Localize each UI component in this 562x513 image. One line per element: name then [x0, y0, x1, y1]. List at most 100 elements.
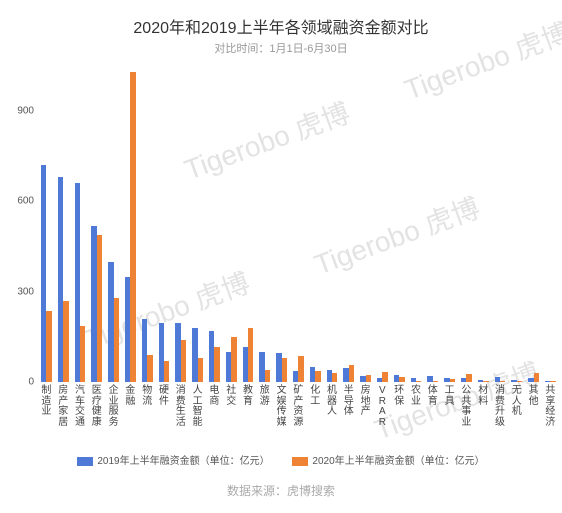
bar — [332, 373, 337, 382]
bar-group — [240, 66, 257, 382]
bar — [114, 298, 119, 382]
bar-group — [391, 66, 408, 382]
y-tick: 600 — [4, 196, 34, 207]
x-tick-label: 共享经济 — [543, 386, 557, 428]
legend-item-2019: 2019年上半年融资金额（单位：亿元） — [77, 452, 269, 467]
x-tick-label: 企业服务 — [107, 386, 121, 428]
bar-group — [525, 66, 542, 382]
x-tick-label: VRAR — [375, 386, 389, 428]
x-tick-label: 矿产资源 — [291, 386, 305, 428]
x-tick-label: 其他 — [527, 386, 541, 407]
bar-group — [223, 66, 240, 382]
x-tick-label: 物流 — [140, 386, 154, 407]
bar-group — [374, 66, 391, 382]
chart-subtitle: 对比时间：1月1日-6月30日 — [0, 38, 562, 56]
bar-group — [206, 66, 223, 382]
bar-group — [441, 66, 458, 382]
x-tick-label: 医疗健康 — [90, 386, 104, 428]
bar — [500, 381, 505, 382]
bar-group — [508, 66, 525, 382]
bar — [298, 356, 303, 382]
bar-group — [88, 66, 105, 382]
bar-group — [357, 66, 374, 382]
bar-group — [172, 66, 189, 382]
x-tick-label: 无人机 — [510, 386, 524, 418]
bar-group — [156, 66, 173, 382]
x-tick-label: 电商 — [207, 386, 221, 407]
x-tick-label: 文娱传媒 — [275, 386, 289, 428]
bar-group — [340, 66, 357, 382]
x-tick-label: 房产家居 — [56, 386, 70, 428]
bar-group — [290, 66, 307, 382]
bar-group — [189, 66, 206, 382]
bar — [265, 370, 270, 382]
bar — [550, 381, 555, 382]
bar — [282, 358, 287, 382]
bar — [214, 347, 219, 382]
bar-group — [307, 66, 324, 382]
legend-label-2019: 2019年上半年融资金额（单位：亿元） — [97, 456, 269, 467]
y-tick: 0 — [4, 377, 34, 388]
x-tick-label: 制造业 — [39, 386, 53, 418]
x-tick-label: 社交 — [224, 386, 238, 407]
bar-group — [542, 66, 559, 382]
legend-swatch-2020 — [292, 457, 308, 466]
x-tick-label: 环保 — [392, 386, 406, 407]
x-tick-label: 汽车交通 — [73, 386, 87, 428]
y-tick: 900 — [4, 106, 34, 117]
bar — [483, 381, 488, 382]
bar — [450, 379, 455, 382]
x-tick-label: 硬件 — [157, 386, 171, 407]
bar-group — [475, 66, 492, 382]
bar — [231, 337, 236, 382]
bar-group — [492, 66, 509, 382]
bar — [517, 381, 522, 382]
x-tick-label: 旅游 — [258, 386, 272, 407]
x-axis-labels: 制造业房产家居汽车交通医疗健康企业服务金融物流硬件消费生活人工智能电商社交教育旅… — [38, 386, 548, 446]
bar — [382, 372, 387, 382]
bar — [248, 328, 253, 382]
bar — [181, 340, 186, 382]
bar — [198, 358, 203, 382]
legend-swatch-2019 — [77, 457, 93, 466]
bar — [534, 373, 539, 382]
legend-item-2020: 2020年上半年融资金额（单位：亿元） — [292, 452, 484, 467]
bar — [433, 381, 438, 382]
bar-group — [72, 66, 89, 382]
x-tick-label: 教育 — [241, 386, 255, 407]
bar-group — [55, 66, 72, 382]
x-tick-label: 人工智能 — [191, 386, 205, 428]
bar-group — [324, 66, 341, 382]
bar-group — [38, 66, 55, 382]
x-tick-label: 半导体 — [342, 386, 356, 418]
x-tick-label: 金融 — [123, 386, 137, 407]
x-tick-label: 消费升级 — [493, 386, 507, 428]
x-tick-label: 工具 — [443, 386, 457, 407]
bar — [46, 311, 51, 382]
x-tick-label: 消费生活 — [174, 386, 188, 428]
bar — [130, 72, 135, 382]
bar-group — [424, 66, 441, 382]
x-tick-label: 机器人 — [325, 386, 339, 418]
x-tick-label: 化工 — [308, 386, 322, 407]
bar — [366, 375, 371, 382]
data-source-footer: 数据来源：虎博搜索 — [0, 482, 562, 499]
x-tick-label: 农业 — [409, 386, 423, 407]
bar — [63, 301, 68, 382]
legend-label-2020: 2020年上半年融资金额（单位：亿元） — [312, 456, 484, 467]
bar-group — [256, 66, 273, 382]
y-tick: 300 — [4, 286, 34, 297]
chart-area: 0300600900 — [38, 66, 548, 382]
bar-group — [139, 66, 156, 382]
x-tick-label: 体育 — [426, 386, 440, 407]
bar — [147, 355, 152, 382]
bar-group — [122, 66, 139, 382]
bar-group — [458, 66, 475, 382]
x-tick-label: 公共事业 — [459, 386, 473, 428]
x-tick-label: 房地产 — [359, 386, 373, 418]
bar-group — [273, 66, 290, 382]
bar — [315, 371, 320, 382]
bar — [80, 326, 85, 382]
chart-title: 2020年和2019上半年各领域融资金额对比 — [0, 0, 562, 38]
bar-group — [105, 66, 122, 382]
